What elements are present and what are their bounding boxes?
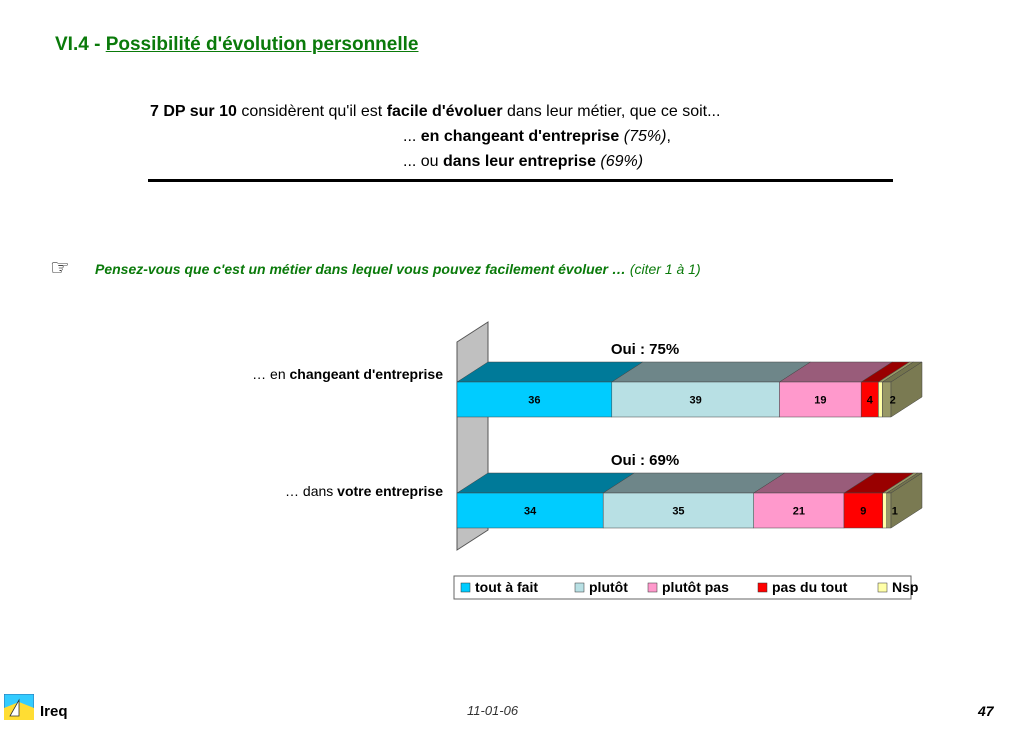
row-label-bold: votre entreprise bbox=[337, 483, 443, 499]
summary-text-3: ... bbox=[403, 128, 421, 145]
summary-text-4: , bbox=[666, 128, 671, 145]
summary-bold-4: dans leur entreprise bbox=[443, 153, 596, 170]
footer-org: Ireq bbox=[40, 703, 68, 720]
bar-value-label: 9 bbox=[860, 506, 866, 518]
bar-value-label: 4 bbox=[867, 395, 874, 407]
legend-label: plutôt bbox=[589, 579, 628, 595]
summary-line-1: 7 DP sur 10 considèrent qu'il est facile… bbox=[150, 103, 720, 121]
legend-label: Nsp bbox=[892, 579, 918, 595]
question-text: Pensez-vous que c'est un métier dans leq… bbox=[95, 261, 701, 277]
oui-annotation: Oui : 75% bbox=[611, 341, 679, 358]
bar-row-2-tout-fait bbox=[456, 492, 604, 529]
bar-value-label: 39 bbox=[690, 395, 702, 407]
row-label-bold: changeant d'entreprise bbox=[289, 366, 443, 382]
summary-bold-1: 7 DP sur 10 bbox=[150, 103, 237, 120]
summary-text-1: considèrent qu'il est bbox=[236, 103, 387, 120]
bar-value-label: 19 bbox=[814, 395, 826, 407]
bar-row-2-plut-t bbox=[602, 492, 754, 529]
legend-swatch bbox=[757, 582, 768, 593]
footer-date: 11-01-06 bbox=[467, 703, 519, 718]
summary-line-2: ... en changeant d'entreprise (75%), bbox=[403, 128, 671, 146]
bar-rest-label: 1 bbox=[892, 506, 898, 518]
summary-text-2: dans leur métier, que ce soit... bbox=[502, 103, 721, 120]
bar-row-2-pas-du-tout bbox=[843, 492, 883, 529]
summary-italic-2: (69%) bbox=[595, 153, 644, 170]
summary-bold-3: en changeant d'entreprise bbox=[420, 128, 620, 145]
summary-text-5: ... ou bbox=[403, 153, 444, 170]
legend-label: pas du tout bbox=[772, 579, 848, 595]
question-main: Pensez-vous que c'est un métier dans leq… bbox=[95, 261, 626, 277]
legend-label: plutôt pas bbox=[662, 579, 729, 595]
ireq-logo-icon bbox=[4, 694, 34, 720]
bar-top-row-1-0 bbox=[456, 361, 644, 383]
bar-value-label: 36 bbox=[528, 395, 540, 407]
legend-swatch bbox=[877, 582, 888, 593]
bar-value-label: 21 bbox=[793, 506, 805, 518]
bar-side-face bbox=[890, 361, 923, 418]
legend-swatch bbox=[647, 582, 658, 593]
bar-row-2-Nsp bbox=[882, 492, 887, 529]
page-title: VI.4 - Possibilité d'évolution personnel… bbox=[55, 34, 418, 56]
row-label-changing-company: … en changeant d'entreprise bbox=[252, 366, 443, 382]
row-label-own-company: … dans votre entreprise bbox=[285, 483, 443, 499]
bar-row-1-Nsp bbox=[878, 381, 883, 418]
bar-side-face bbox=[890, 472, 923, 529]
row-label-prefix: … en bbox=[252, 366, 290, 382]
page-number: 47 bbox=[978, 703, 994, 719]
bar-row-2-plut-t-pas bbox=[753, 492, 845, 529]
summary-divider bbox=[148, 179, 893, 182]
oui-annotation: Oui : 69% bbox=[611, 452, 679, 469]
summary-bold-2: facile d'évoluer bbox=[386, 103, 503, 120]
bar-value-label: 34 bbox=[524, 506, 537, 518]
summary-italic-1: (75%) bbox=[619, 128, 667, 145]
bar-row-1-plut-t bbox=[611, 381, 780, 418]
legend-label: tout à fait bbox=[475, 579, 538, 595]
stacked-bar-chart: 36 39 19 4 2 Oui : 75% 34 35 21 9 1 Oui : 69% tout à… bbox=[453, 321, 923, 600]
bar-value-label: 35 bbox=[672, 506, 684, 518]
title-prefix: VI.4 - bbox=[55, 34, 101, 55]
pointing-hand-icon: ☞ bbox=[50, 255, 70, 280]
bar-row-1-tout-fait bbox=[456, 381, 613, 418]
summary-line-3: ... ou dans leur entreprise (69%) bbox=[403, 153, 643, 171]
legend-swatch bbox=[460, 582, 471, 593]
legend-swatch bbox=[574, 582, 585, 593]
row-label-prefix: … dans bbox=[285, 483, 338, 499]
bar-top-row-2-1 bbox=[602, 472, 786, 494]
bar-rest bbox=[886, 492, 892, 529]
bar-top-row-1-1 bbox=[610, 361, 812, 383]
title-text: Possibilité d'évolution personnelle bbox=[105, 34, 419, 55]
bar-rest-label: 2 bbox=[890, 395, 896, 407]
question-note: (citer 1 à 1) bbox=[629, 261, 701, 277]
legend-box bbox=[453, 575, 912, 600]
